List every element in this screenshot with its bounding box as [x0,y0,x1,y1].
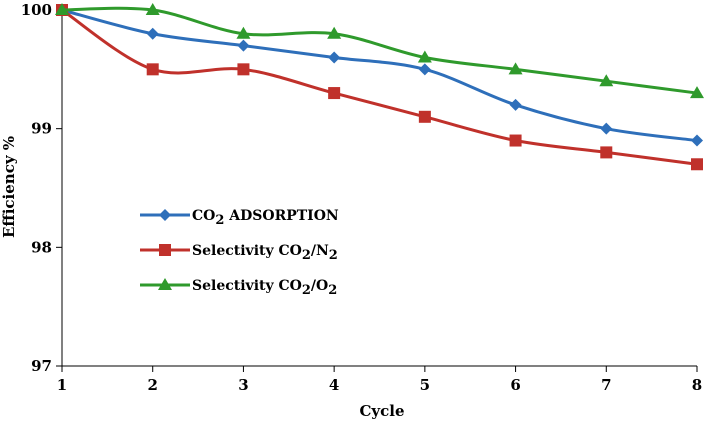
y-tick-label: 99 [31,120,52,138]
legend-label-subscript: 2 [328,283,337,298]
x-tick-label: 3 [238,376,248,394]
legend-item: Selectivity CO2/O2 [140,278,337,298]
y-axis-title: Efficiency % [0,136,18,238]
legend-label-text: /N [311,243,329,259]
data-point [55,3,69,15]
legend-swatch-marker [159,244,171,256]
data-point [508,62,523,75]
data-point [418,63,431,76]
legend-label: Selectivity CO2/O2 [192,278,337,298]
legend-swatch-marker [159,209,171,221]
data-point [328,87,341,100]
data-point [237,39,250,52]
legend-label-text: /O [311,278,328,294]
data-point [145,3,160,15]
data-point [509,98,522,111]
data-point [691,158,703,171]
x-tick-label: 2 [147,376,157,394]
x-tick-label: 6 [510,376,520,394]
x-tick-label: 7 [601,376,611,394]
data-point [237,63,250,76]
legend-label-text: Selectivity CO [192,243,302,259]
legend-swatch-marker [158,278,172,290]
series-line [61,6,698,95]
x-axis-title: Cycle [359,402,404,420]
legend-label-subscript: 2 [215,213,224,228]
x-tick-label: 1 [57,376,67,394]
legend-label-subscript: 2 [302,248,311,263]
data-point [599,74,614,87]
data-point [600,146,613,159]
data-point [691,134,703,147]
data-point [417,50,432,63]
data-point [690,86,704,99]
series-layer [55,3,704,171]
data-point [236,26,251,39]
y-tick-label: 98 [31,238,52,256]
x-tick-label: 4 [329,376,339,394]
legend-label: CO2 ADSORPTION [192,208,339,228]
data-point [327,26,342,39]
legend-label-text: CO [192,208,215,224]
y-tick-label: 97 [31,357,52,375]
x-tick-label: 5 [420,376,430,394]
data-point [509,134,522,147]
data-point [418,110,431,123]
legend-item: Selectivity CO2/N2 [140,243,338,263]
y-tick-label: 100 [21,1,52,19]
legend-label-subscript: 2 [329,248,338,263]
x-tick-label: 8 [692,376,702,394]
legend-item: CO2 ADSORPTION [140,208,339,228]
legend-label-text: Selectivity CO [192,278,302,294]
legend-label-text: ADSORPTION [224,208,339,224]
legend-label-subscript: 2 [302,283,311,298]
data-point [146,63,159,76]
data-point [328,51,341,64]
legend-label: Selectivity CO2/N2 [192,243,338,263]
data-point [600,122,613,135]
series-3 [55,3,704,99]
series-line [61,8,698,143]
axes: 97 98 99 100 1 2 3 4 5 6 7 8 [21,1,703,394]
data-point [146,27,159,40]
